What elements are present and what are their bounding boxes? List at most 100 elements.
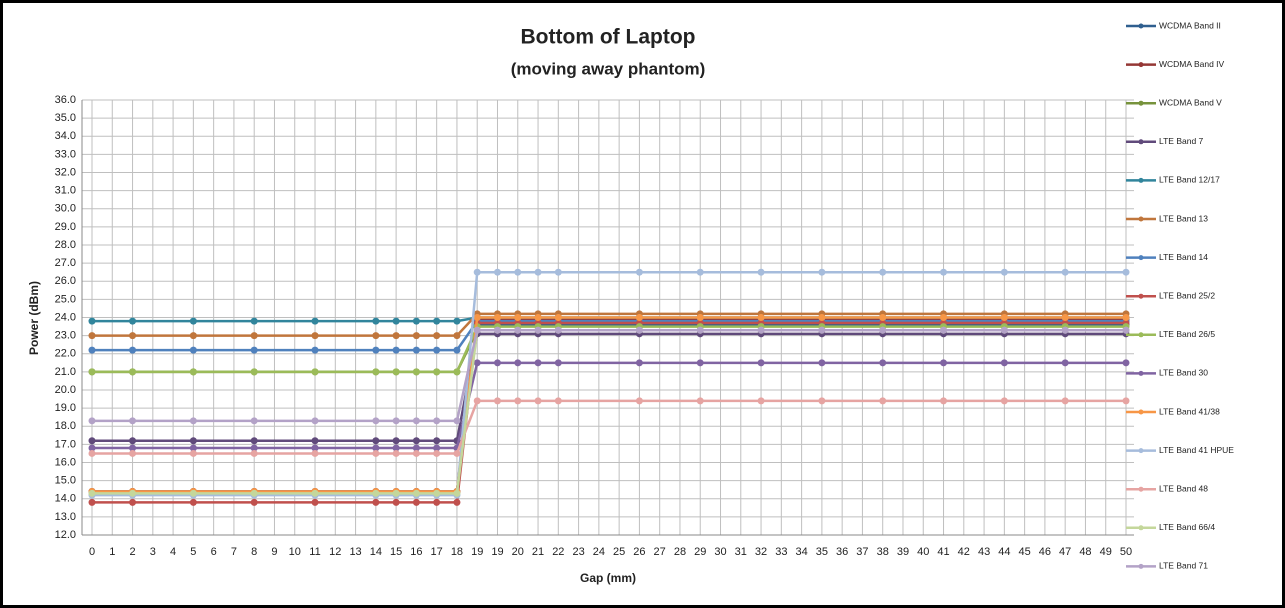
legend-label: WCDMA Band II [1159,20,1221,30]
data-point [311,444,319,452]
x-tick-label: 36 [836,546,848,558]
data-point [372,368,380,376]
data-point [88,368,96,376]
data-point [372,437,380,445]
x-tick-label: 48 [1079,546,1091,558]
data-point [1000,326,1008,334]
data-point [372,489,380,497]
legend-marker [1138,525,1144,531]
legend-marker [1138,177,1144,183]
data-point [392,346,400,354]
x-tick-label: 26 [633,546,645,558]
legend-label: LTE Band 41 HPUE [1159,445,1234,455]
data-point [311,449,319,457]
data-point [453,449,461,457]
data-point [1122,397,1130,405]
data-point [757,326,765,334]
data-point [696,359,704,367]
x-tick-label: 15 [390,546,402,558]
x-tick-label: 0 [89,546,95,558]
y-tick-label: 35.0 [55,112,76,124]
data-point [1061,326,1069,334]
data-point [534,268,542,276]
legend-marker [1138,332,1144,338]
series-line [92,319,1126,352]
legend-label: LTE Band 71 [1159,561,1208,571]
x-tick-label: 35 [816,546,828,558]
data-point [88,437,96,445]
data-point [757,268,765,276]
x-tick-label: 23 [572,546,584,558]
data-point [818,268,826,276]
data-point [412,417,420,425]
data-point [372,449,380,457]
x-tick-label: 34 [795,546,807,558]
legend-label: LTE Band 14 [1159,252,1208,262]
data-point [453,417,461,425]
x-tick-label: 32 [755,546,767,558]
data-point [392,498,400,506]
data-point [88,332,96,340]
data-point [635,268,643,276]
x-tick-label: 8 [251,546,257,558]
data-point [129,449,137,457]
data-point [473,314,481,321]
x-tick-label: 11 [309,546,320,558]
data-point [493,397,501,405]
data-point [88,417,96,425]
x-tick-label: 42 [958,546,970,558]
data-point [1000,314,1008,321]
y-tick-label: 14.0 [55,493,76,505]
data-point [129,444,137,452]
x-tick-label: 31 [735,546,747,558]
y-tick-label: 24.0 [55,311,76,323]
legend-marker [1138,448,1144,454]
data-point [940,314,948,321]
x-tick-label: 46 [1039,546,1051,558]
data-point [818,397,826,405]
data-point [250,437,258,445]
data-point [514,359,522,367]
data-point [1122,314,1130,321]
x-tick-label: 12 [329,546,341,558]
data-point [412,332,420,340]
data-point [433,437,441,445]
data-point [554,397,562,405]
legend-label: LTE Band 26/5 [1159,329,1215,339]
data-point [940,268,948,276]
data-point [1061,268,1069,276]
legend-label: WCDMA Band IV [1159,59,1225,69]
data-point [514,314,522,321]
data-point [392,437,400,445]
legend-label: LTE Band 25/2 [1159,290,1215,300]
data-point [1000,268,1008,276]
data-point [696,326,704,334]
series-line [92,332,1126,442]
x-tick-label: 19 [471,546,483,558]
y-tick-label: 17.0 [55,438,76,450]
x-tick-label: 20 [512,546,524,558]
x-tick-label: 13 [349,546,361,558]
data-point [473,326,481,334]
data-point [554,268,562,276]
data-point [940,359,948,367]
x-tick-label: 40 [917,546,929,558]
data-point [392,489,400,497]
data-point [392,444,400,452]
data-point [311,368,319,376]
y-tick-label: 34.0 [55,130,76,142]
data-point [412,489,420,497]
data-point [311,317,319,325]
data-point [879,326,887,334]
data-point [433,368,441,376]
x-tick-label: 6 [211,546,217,558]
data-point [534,359,542,367]
x-tick-label: 7 [231,546,237,558]
legend-label: LTE Band 41/38 [1159,406,1220,416]
series-line [92,316,1126,493]
data-point [250,449,258,457]
data-point [392,417,400,425]
legend-label: LTE Band 12/17 [1159,175,1220,185]
data-point [554,314,562,321]
data-point [392,332,400,340]
